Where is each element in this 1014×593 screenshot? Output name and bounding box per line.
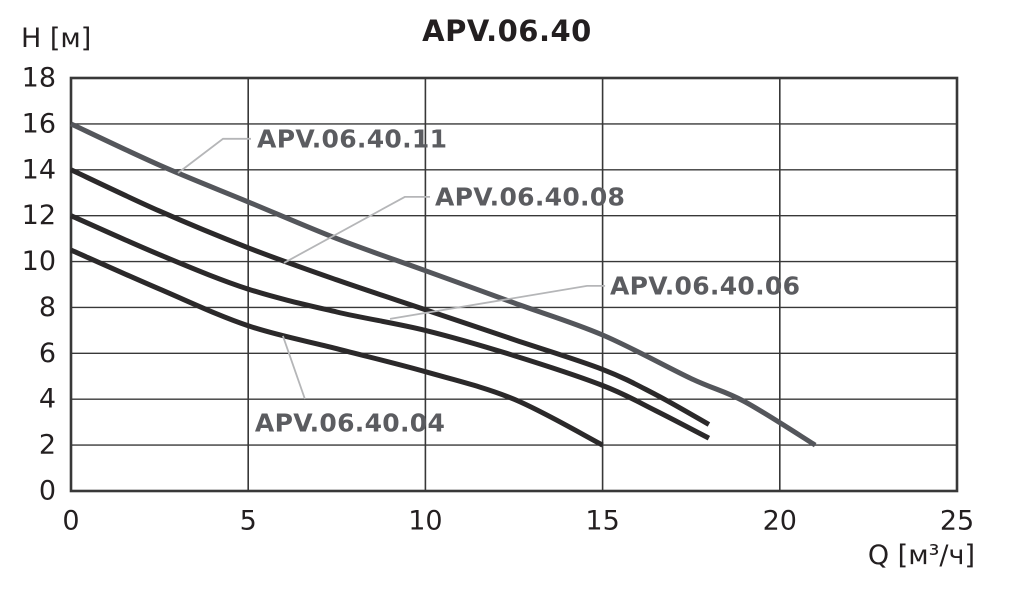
y-tick-label-0: 0: [39, 476, 56, 507]
y-tick-label-16: 16: [22, 108, 56, 139]
leader-line-apv-06-40-04: [282, 335, 306, 400]
y-tick-label-4: 4: [39, 384, 56, 415]
y-tick-label-6: 6: [39, 338, 56, 369]
x-tick-label-10: 10: [408, 506, 442, 537]
y-axis-unit-label: H [м]: [21, 23, 92, 54]
leader-line-apv-06-40-11: [177, 137, 251, 174]
curve-apv-06-40-06: [69, 213, 711, 441]
x-axis-unit-label: Q [м³/ч]: [867, 540, 975, 571]
leader-line-apv-06-40-08: [283, 195, 430, 264]
curve-label-apv-06-40-11: APV.06.40.11: [257, 124, 447, 153]
x-tick-label-25: 25: [940, 506, 974, 537]
x-tick-label-20: 20: [763, 506, 797, 537]
curve-label-apv-06-40-08: APV.06.40.08: [435, 182, 625, 211]
curve-apv-06-40-11: [69, 121, 817, 448]
x-tick-label-5: 5: [240, 506, 257, 537]
y-tick-label-2: 2: [39, 430, 56, 461]
y-tick-label-14: 14: [22, 154, 56, 185]
x-tick-label-0: 0: [62, 506, 79, 537]
curve-apv-06-40-04: [69, 247, 604, 448]
plot-border: [69, 76, 959, 493]
x-tick-label-15: 15: [585, 506, 619, 537]
chart-title: APV.06.40: [422, 14, 592, 48]
y-tick-label-12: 12: [22, 200, 56, 231]
y-tick-label-10: 10: [22, 246, 56, 277]
curve-apv-06-40-08: [69, 167, 711, 427]
y-tick-label-18: 18: [22, 63, 56, 94]
curve-label-apv-06-40-06: APV.06.40.06: [610, 271, 800, 300]
y-tick-label-8: 8: [39, 292, 56, 323]
leader-line-apv-06-40-06: [389, 284, 606, 320]
curve-label-apv-06-40-04: APV.06.40.04: [255, 409, 445, 438]
